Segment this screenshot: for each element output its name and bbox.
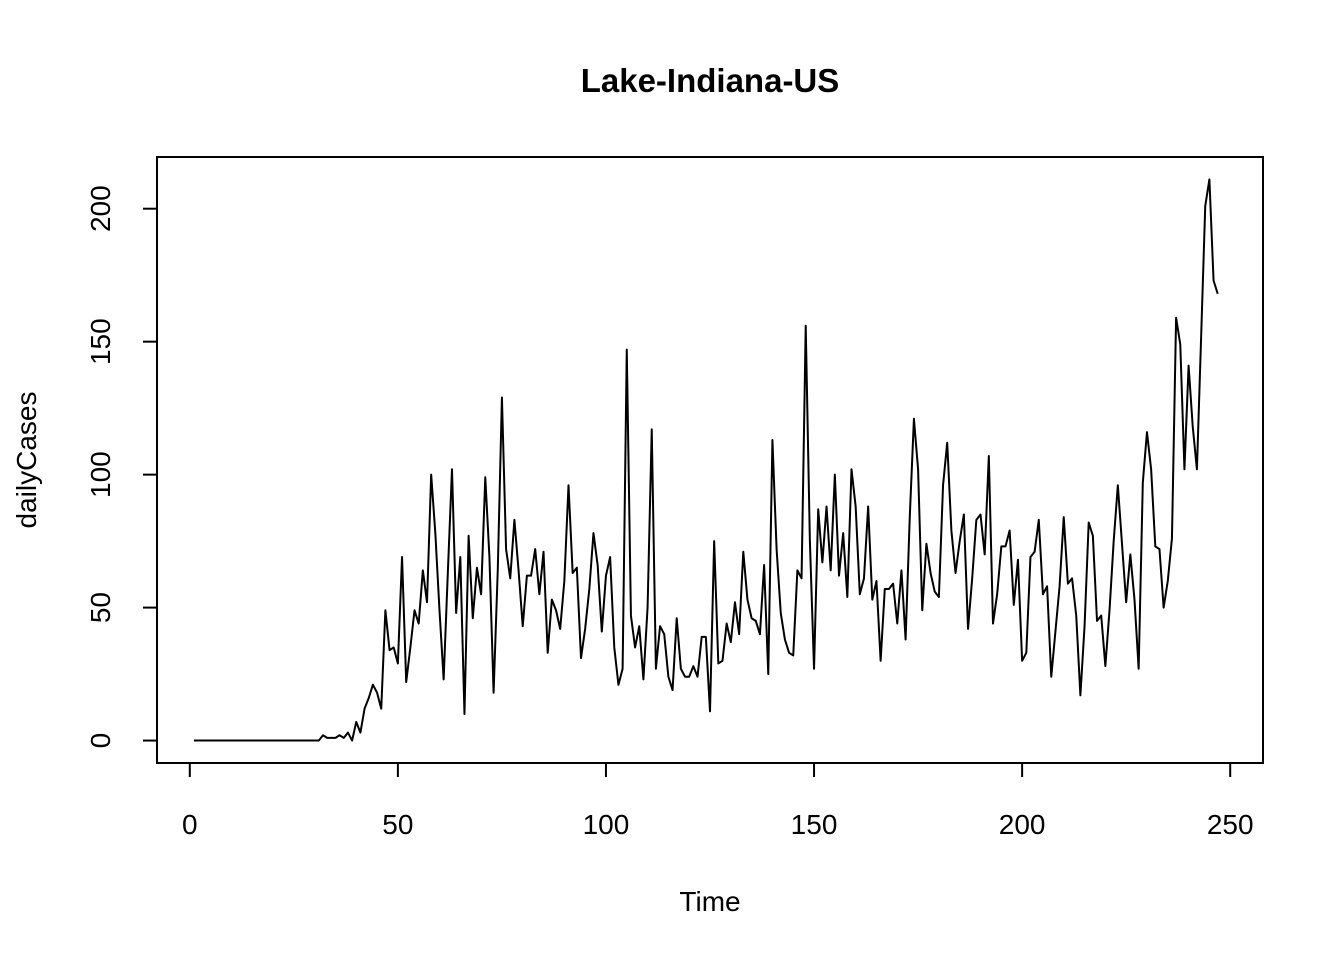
y-axis: 0 50 100 150 200 [85,185,158,749]
y-tick-label: 150 [85,318,116,365]
y-axis-label: dailyCases [11,392,42,529]
x-tick-label: 200 [999,809,1046,840]
y-tick-label: 0 [85,733,116,749]
x-axis-label: Time [679,886,740,917]
x-axis: 0 50 100 150 200 250 [182,762,1254,840]
y-tick-label: 200 [85,185,116,232]
series-line [193,178,1219,742]
y-tick-label: 50 [85,592,116,623]
x-tick-label: 100 [583,809,630,840]
y-tick-label: 100 [85,451,116,498]
x-tick-label: 50 [382,809,413,840]
chart-title: Lake-Indiana-US [581,62,840,99]
x-tick-label: 150 [791,809,838,840]
x-tick-label: 0 [182,809,198,840]
x-tick-label: 250 [1207,809,1254,840]
